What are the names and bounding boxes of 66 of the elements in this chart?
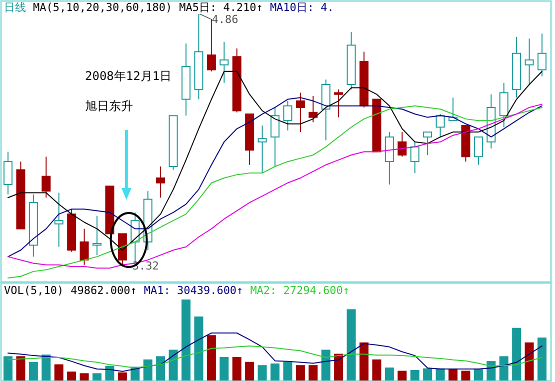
bar: [168, 350, 178, 382]
bar: [296, 365, 305, 382]
candlestick: [182, 43, 190, 116]
chart-title: 日线: [4, 1, 26, 14]
bar: [270, 363, 280, 382]
bar: [92, 373, 102, 382]
text: MA2: 27294.600↑: [250, 284, 350, 297]
bar: [143, 359, 152, 382]
candlestick: [512, 36, 522, 98]
bar: [384, 368, 394, 382]
candlestick: [92, 215, 102, 256]
bar: [4, 356, 12, 382]
bar: [474, 369, 483, 382]
bar: [28, 362, 38, 382]
candlestick: [258, 125, 267, 174]
bar: [54, 364, 64, 382]
chart-title: VOL(5,10): [4, 284, 64, 297]
candlestick: [524, 38, 534, 86]
candlestick: [28, 194, 38, 258]
bar: [499, 356, 508, 382]
bar: [156, 356, 166, 382]
bar: [346, 309, 356, 382]
bar: [321, 350, 330, 382]
bar: [245, 362, 254, 382]
candlestick: [283, 100, 292, 131]
bar: [206, 335, 216, 382]
bar: [16, 356, 26, 382]
candlestick: [384, 132, 394, 186]
bar: [308, 365, 318, 382]
candlestick: [143, 190, 152, 251]
candlestick: [4, 151, 12, 195]
candlestick: [220, 41, 229, 84]
candlestick: [486, 94, 496, 149]
candlestick: [80, 228, 89, 266]
candlestick: [54, 192, 64, 248]
bar: [258, 365, 267, 382]
bar: [461, 370, 470, 382]
candlestick: [156, 166, 166, 198]
candlestick: [499, 82, 508, 128]
bar: [423, 368, 432, 382]
candlestick: [194, 14, 204, 100]
bar: [410, 370, 420, 382]
bar: [194, 316, 204, 382]
bar: [538, 338, 546, 382]
bar: [67, 372, 76, 382]
bar: [372, 359, 382, 382]
bar: [232, 357, 242, 382]
annotation: 旭日东升: [85, 99, 133, 113]
bar: [283, 362, 292, 382]
text: MA1: 30439.600↑: [144, 284, 244, 297]
candlestick: [321, 79, 330, 141]
bar: [80, 373, 89, 382]
text: 49862.000↑: [70, 284, 137, 297]
bar: [220, 357, 229, 382]
bar: [524, 342, 534, 382]
text: MA5日: 4.210↑: [179, 1, 263, 14]
bar: [398, 370, 407, 382]
bar: [360, 342, 368, 382]
bar: [448, 369, 458, 382]
annotation: 2008年12月1日: [85, 69, 172, 83]
annotation: 4.86: [212, 13, 238, 26]
bar: [512, 328, 522, 382]
bar: [182, 300, 190, 382]
bar: [42, 354, 51, 382]
text: MA10日: 4.: [270, 1, 334, 14]
chart-subtitle: MA(5,10,20,30,60,180): [33, 1, 172, 14]
